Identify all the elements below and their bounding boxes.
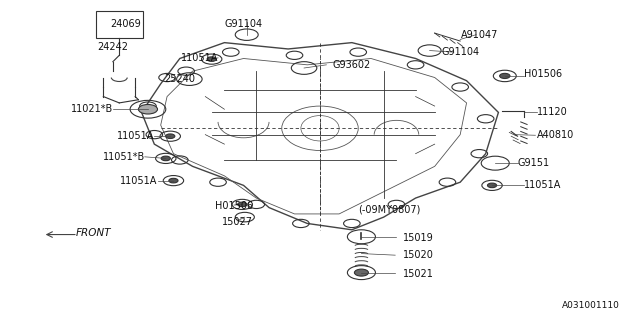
Text: G9151: G9151 xyxy=(518,158,550,168)
Circle shape xyxy=(138,105,157,114)
Circle shape xyxy=(169,178,178,183)
Text: 15027: 15027 xyxy=(221,217,253,227)
Text: H01506: H01506 xyxy=(524,69,562,79)
Circle shape xyxy=(237,202,247,207)
Text: G91104: G91104 xyxy=(441,47,479,57)
Text: 11051A: 11051A xyxy=(117,131,154,141)
Text: 24069: 24069 xyxy=(110,19,141,28)
Text: 11051A: 11051A xyxy=(524,180,561,190)
Circle shape xyxy=(207,57,216,61)
Circle shape xyxy=(355,269,369,276)
Text: FRONT: FRONT xyxy=(76,228,111,238)
Text: 15020: 15020 xyxy=(403,250,434,260)
Text: G93602: G93602 xyxy=(333,60,371,70)
Text: (-09MY0807): (-09MY0807) xyxy=(358,204,420,214)
Text: 15021: 15021 xyxy=(403,269,434,279)
Circle shape xyxy=(500,73,510,78)
Text: 11051A: 11051A xyxy=(180,53,218,63)
Circle shape xyxy=(488,183,497,188)
Bar xyxy=(96,11,143,38)
Text: 11021*B: 11021*B xyxy=(70,104,113,114)
Text: A031001110: A031001110 xyxy=(562,301,620,310)
Circle shape xyxy=(166,134,175,139)
Text: 24242: 24242 xyxy=(97,42,129,52)
Text: H01506: H01506 xyxy=(215,201,253,211)
Text: A40810: A40810 xyxy=(537,130,574,140)
Circle shape xyxy=(161,156,170,161)
Text: 11120: 11120 xyxy=(537,108,568,117)
Text: 11051A: 11051A xyxy=(120,176,157,186)
Text: 15019: 15019 xyxy=(403,233,433,243)
Text: 11051*B: 11051*B xyxy=(102,152,145,162)
Text: 25240: 25240 xyxy=(164,74,196,84)
Text: A91047: A91047 xyxy=(461,30,498,40)
Text: G91104: G91104 xyxy=(225,19,262,28)
